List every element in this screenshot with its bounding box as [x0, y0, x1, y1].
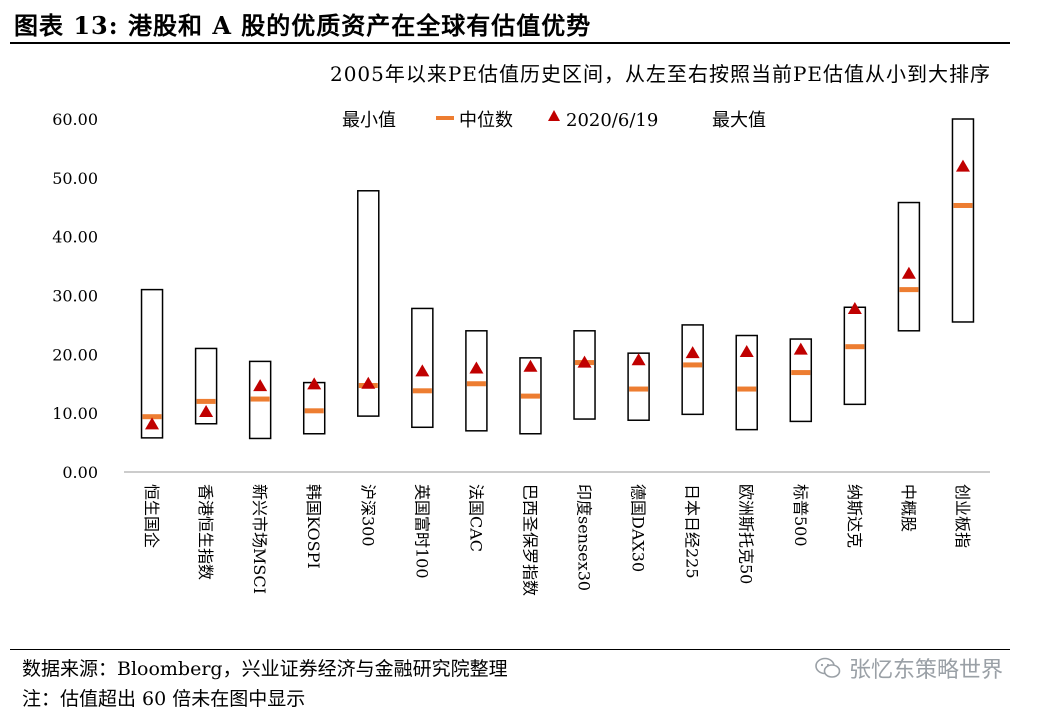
- current-marker: [415, 364, 430, 377]
- legend-current-marker: [548, 110, 560, 121]
- chart-footnote: 注：估值超出 60 倍未在图中显示: [22, 688, 306, 710]
- y-tick-label: 60.00: [52, 110, 98, 129]
- x-tick-label: 印度sensex30: [575, 484, 594, 591]
- wechat-icon: [815, 657, 841, 678]
- range-box: [248, 360, 272, 440]
- current-marker: [685, 346, 700, 359]
- valuation-range-chart: 最小值 中位数 2020/6/19 最大值 0.00 10.00 20.00 30.0…: [52, 110, 990, 596]
- median-mark: [142, 414, 162, 420]
- median-mark: [196, 398, 216, 404]
- legend-median-swatch: [436, 116, 454, 120]
- median-mark: [737, 386, 757, 392]
- x-axis-labels: 恒生国企 香港恒生指数 新兴市场MSCI 韩国KOSPI 沪深300 英国富时100 法国C…: [142, 484, 972, 596]
- source-note: 数据来源：Bloomberg，兴业证券经济与金融研究院整理: [22, 658, 508, 680]
- x-tick-label: 欧洲斯托克50: [737, 484, 756, 584]
- current-marker: [361, 376, 376, 389]
- figure-title: 图表 13: 港股和 A 股的优质资产在全球有估值优势: [14, 11, 592, 40]
- range-box: [789, 338, 813, 423]
- current-marker: [955, 159, 970, 172]
- x-tick-label: 新兴市场MSCI: [250, 484, 269, 594]
- median-mark: [899, 287, 919, 293]
- median-mark: [466, 381, 486, 387]
- y-tick-label: 30.00: [52, 287, 98, 306]
- median-mark: [412, 388, 432, 394]
- x-tick-label: 创业板指: [953, 484, 972, 548]
- range-box: [357, 190, 380, 417]
- x-tick-label: 韩国KOSPI: [304, 484, 323, 569]
- median-mark: [629, 386, 649, 392]
- range-box: [194, 347, 218, 425]
- x-tick-label: 沪深300: [358, 484, 377, 547]
- x-tick-label: 巴西圣保罗指数: [520, 484, 539, 596]
- range-box: [735, 334, 758, 431]
- x-tick-label: 香港恒生指数: [196, 484, 215, 580]
- current-marker: [631, 353, 646, 366]
- current-marker: [199, 404, 214, 417]
- x-tick-label: 中概股: [899, 484, 918, 532]
- range-box: [843, 306, 867, 406]
- range-box: [302, 381, 326, 435]
- range-box: [573, 330, 596, 420]
- median-mark: [953, 202, 973, 208]
- median-mark: [791, 370, 811, 376]
- range-box: [465, 330, 488, 432]
- current-marker: [901, 266, 916, 279]
- current-marker: [847, 302, 862, 315]
- x-tick-label: 纳斯达克: [845, 484, 864, 548]
- watermark-text: 张忆东策略世界: [848, 658, 1003, 683]
- range-box: [951, 118, 975, 323]
- range-box: [897, 201, 921, 332]
- y-tick-label: 50.00: [52, 169, 98, 188]
- current-marker: [307, 377, 322, 390]
- figure-subtitle: 2005年以来PE估值历史区间，从左至右按照当前PE估值从小到大排序: [329, 62, 991, 86]
- x-tick-label: 日本日经225: [683, 484, 702, 579]
- current-marker: [793, 342, 808, 355]
- title-rule: [10, 42, 1010, 44]
- current-marker: [523, 359, 538, 372]
- median-mark: [683, 362, 703, 368]
- y-axis: 0.00 10.00 20.00 30.00 40.00 50.00 60.00: [52, 110, 98, 482]
- range-box: [140, 288, 164, 439]
- legend-median-label: 中位数: [459, 110, 513, 131]
- legend-max-label: 最大值: [712, 110, 766, 131]
- current-marker: [253, 379, 268, 392]
- median-mark: [304, 408, 324, 414]
- median-mark: [250, 396, 270, 402]
- footer-rule: [10, 649, 1010, 650]
- y-tick-label: 40.00: [52, 228, 98, 247]
- range-box: [519, 357, 542, 435]
- y-tick-label: 0.00: [62, 463, 98, 482]
- x-tick-label: 英国富时100: [412, 484, 431, 579]
- current-marker: [145, 417, 160, 430]
- watermark: 张忆东策略世界: [815, 652, 1003, 684]
- median-mark: [845, 344, 865, 350]
- range-box: [411, 307, 434, 429]
- x-tick-label: 德国DAX30: [629, 484, 648, 572]
- y-tick-label: 20.00: [52, 345, 98, 364]
- legend-current-label: 2020/6/19: [566, 110, 658, 131]
- current-marker: [739, 344, 754, 357]
- legend-min-label: 最小值: [342, 110, 396, 131]
- current-marker: [469, 361, 484, 374]
- x-tick-label: 标普500: [791, 484, 810, 547]
- chart-legend: 最小值 中位数 2020/6/19 最大值: [342, 110, 766, 131]
- median-mark: [520, 393, 540, 399]
- x-tick-label: 恒生国企: [142, 484, 161, 548]
- current-marker: [577, 355, 592, 368]
- x-tick-label: 法国CAC: [466, 484, 485, 552]
- y-tick-label: 10.00: [52, 404, 98, 423]
- range-box: [627, 352, 650, 421]
- chart-marks: [140, 118, 975, 440]
- range-box: [681, 324, 704, 416]
